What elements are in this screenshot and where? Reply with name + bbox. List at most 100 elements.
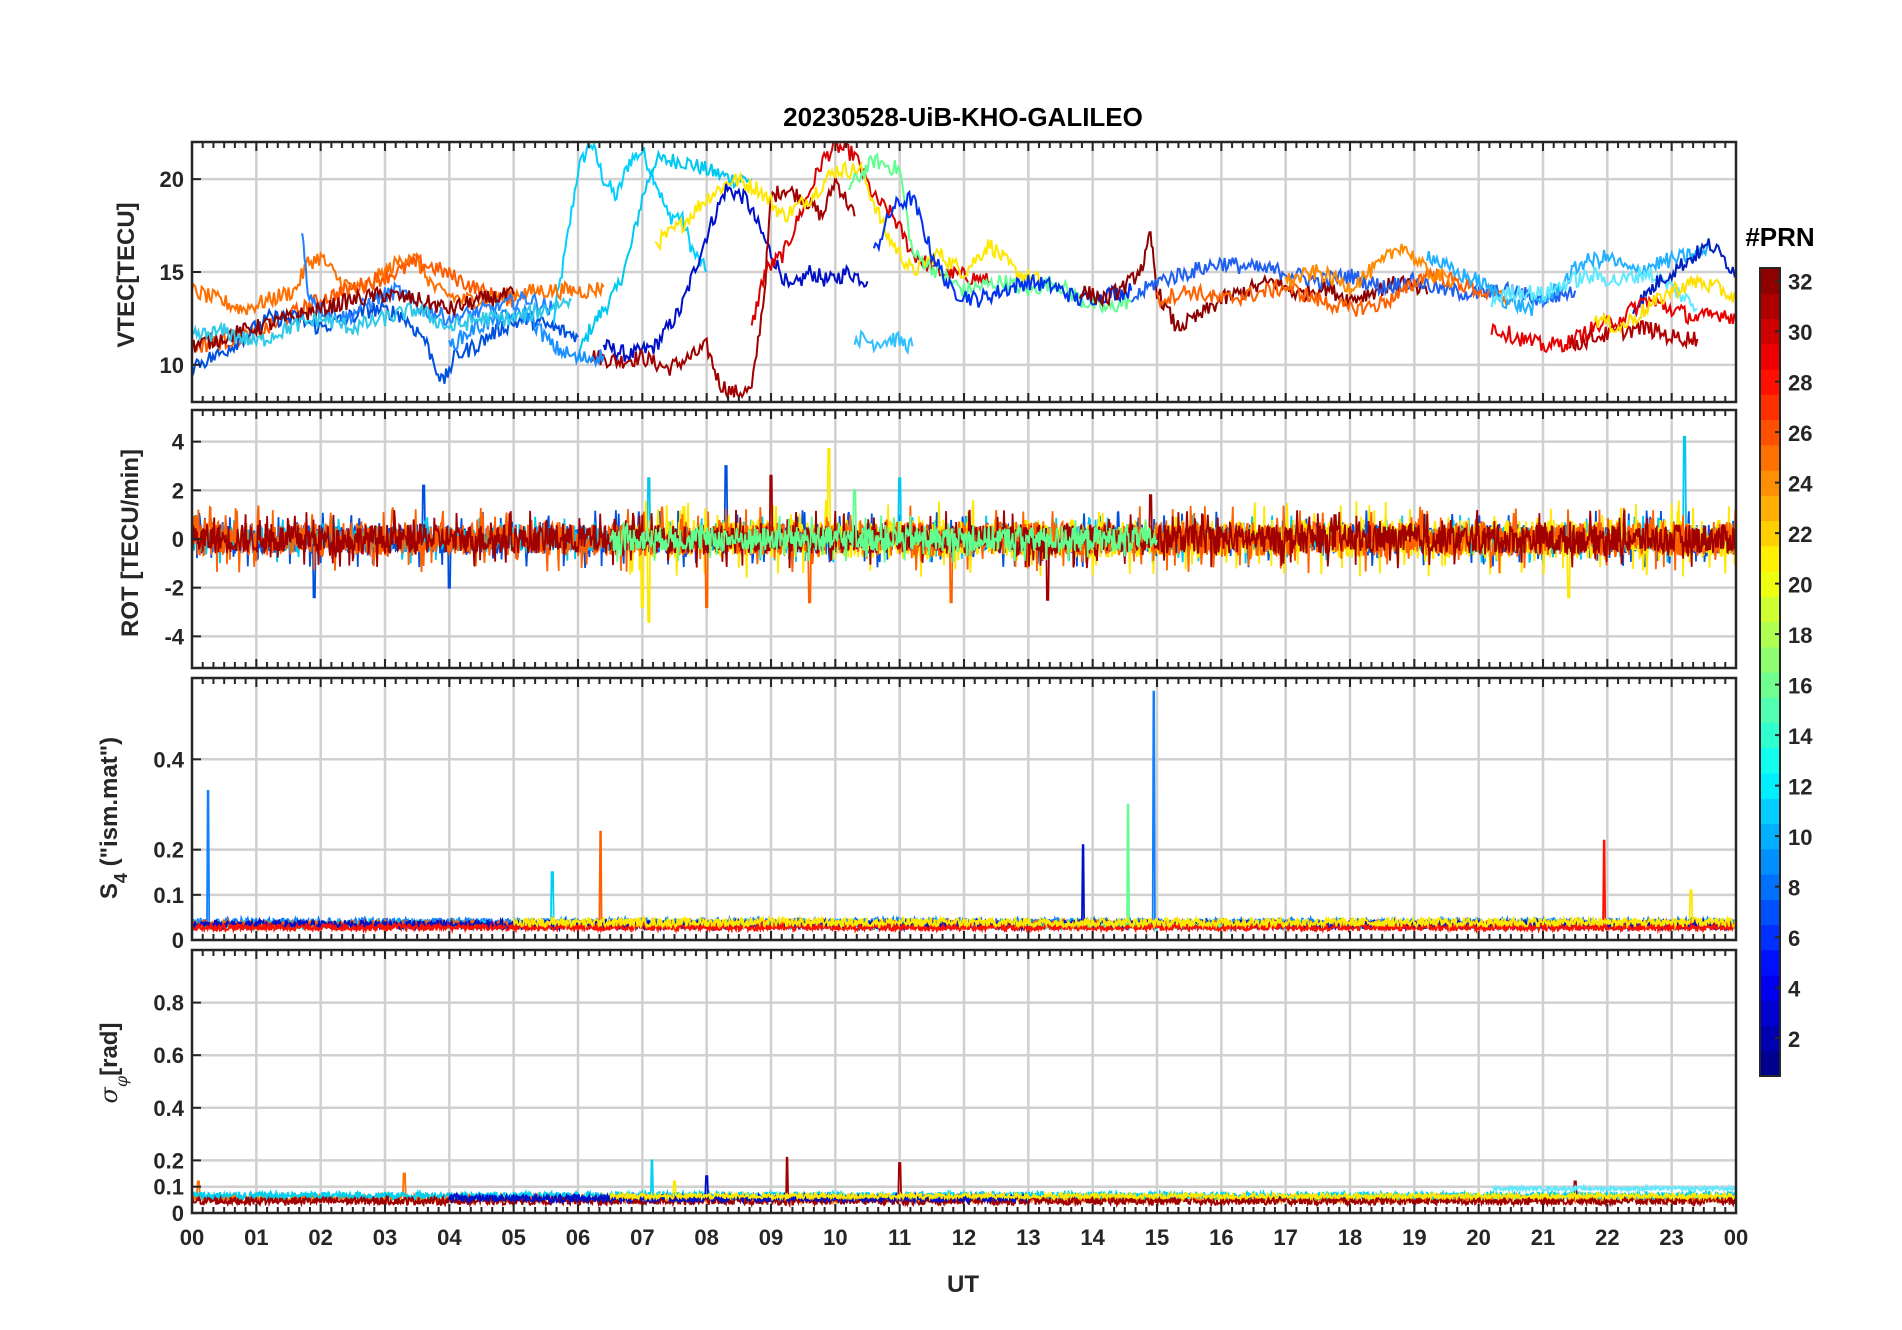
- s4-y-tick-label: 0.2: [153, 838, 184, 863]
- colorbar-level: [1760, 949, 1780, 976]
- x-tick-label: 23: [1659, 1225, 1683, 1250]
- s4-series: [192, 690, 1736, 935]
- colorbar-level: [1760, 545, 1780, 572]
- colorbar-tick-label: 8: [1788, 876, 1800, 901]
- sigma-series: [192, 1156, 1736, 1209]
- x-tick-label: 18: [1338, 1225, 1362, 1250]
- figure-title: 20230528-UiB-KHO-GALILEO: [783, 102, 1143, 132]
- vtec-line-18: [1156, 266, 1512, 317]
- colorbar-level: [1760, 596, 1780, 623]
- colorbar-tick-label: 4: [1788, 977, 1801, 1002]
- colorbar-level: [1760, 470, 1780, 496]
- colorbar-tick-label: 6: [1788, 926, 1800, 951]
- s4-panel: 0 0.1 0.2 0.4: [153, 676, 1738, 953]
- vtec-x-minor-ticks: [191, 142, 1737, 402]
- colorbar-level: [1760, 697, 1780, 724]
- x-tick-label: 07: [630, 1225, 654, 1250]
- colorbar-level: [1760, 1000, 1780, 1027]
- colorbar-level: [1760, 369, 1780, 395]
- vtec-line-15: [192, 296, 573, 348]
- colorbar-level: [1760, 444, 1780, 471]
- vtec-series: [192, 142, 1736, 402]
- vtec-line-5: [654, 160, 1043, 287]
- x-tick-label: 03: [373, 1225, 397, 1250]
- colorbar-tick-label: 30: [1788, 320, 1812, 345]
- sigma-y-tick-label: 0.8: [153, 991, 184, 1016]
- x-tick-label: 14: [1080, 1225, 1105, 1250]
- vtec-line-6: [847, 152, 1132, 315]
- sigma-grid: [192, 950, 1736, 1215]
- x-tick-label: 12: [952, 1225, 976, 1250]
- rot-y-tick-label: 4: [172, 430, 185, 455]
- vtec-line-4: [750, 142, 991, 326]
- vtec-line-1: [577, 149, 753, 361]
- colorbar-level: [1760, 293, 1780, 320]
- colorbar-tick-label: 14: [1788, 724, 1813, 749]
- colorbar-level: [1760, 419, 1780, 446]
- x-tick-label: 05: [501, 1225, 525, 1250]
- colorbar-level: [1760, 823, 1780, 850]
- vtec-line-16: [1078, 231, 1429, 332]
- x-tick-label: 09: [759, 1225, 783, 1250]
- colorbar-tick-label: 10: [1788, 825, 1812, 850]
- vtec-y-tick-label: 15: [160, 260, 184, 285]
- colorbar-tick-label: 12: [1788, 775, 1812, 800]
- vtec-line-20: [1426, 239, 1712, 317]
- rot-y-tick-label: -2: [164, 576, 184, 601]
- x-tick-label: 13: [1016, 1225, 1040, 1250]
- vtec-line-25: [1593, 273, 1736, 335]
- vtec-y-tick-label: 10: [160, 353, 184, 378]
- colorbar-level: [1760, 268, 1780, 294]
- x-tick-label: 04: [437, 1225, 462, 1250]
- colorbar-tick-label: 28: [1788, 371, 1812, 396]
- sigma-phi-panel: 00.10.2 0.4 0.6 0.8: [153, 948, 1738, 1226]
- vtec-y-tick-label: 20: [160, 167, 184, 192]
- rot-series: [192, 435, 1736, 623]
- colorbar-level: [1760, 672, 1780, 698]
- x-tick-label: 00: [1724, 1225, 1748, 1250]
- colorbar-level: [1760, 318, 1780, 345]
- colorbar-level: [1760, 874, 1780, 900]
- colorbar-tick-label: 2: [1788, 1027, 1800, 1052]
- colorbar-level: [1760, 646, 1780, 673]
- sigma-x-minor-ticks: [191, 950, 1737, 1213]
- s4-x-minor-ticks: [191, 678, 1737, 940]
- x-tick-label: 22: [1595, 1225, 1619, 1250]
- colorbar-level: [1760, 621, 1780, 648]
- vtec-line-14: [192, 285, 515, 353]
- colorbar-tick-label: 20: [1788, 573, 1812, 598]
- x-tick-label: 20: [1466, 1225, 1490, 1250]
- x-tick-label: 15: [1145, 1225, 1169, 1250]
- colorbar-tick-label: 24: [1788, 472, 1813, 497]
- x-tick-label: 11: [888, 1225, 911, 1250]
- x-tick-label: 10: [823, 1225, 847, 1250]
- vtec-line-23: [1490, 295, 1736, 354]
- x-tick-label: 01: [244, 1225, 268, 1250]
- x-tick-label: 08: [694, 1225, 718, 1250]
- vtec-ylabel: VTEC[TECU]: [113, 202, 140, 347]
- x-tick-label: 06: [566, 1225, 590, 1250]
- rot-panel: -4 -2 0 2 4: [164, 408, 1738, 670]
- colorbar-level: [1760, 747, 1780, 774]
- colorbar-level: [1760, 773, 1780, 799]
- s4-y-tick-label: 0.1: [153, 883, 184, 908]
- vtec-line-22: [1632, 238, 1736, 318]
- sigma-phi-ylabel: σφ[rad]: [95, 1023, 131, 1104]
- colorbar-level: [1760, 975, 1780, 1001]
- s4-ylabel: S4 ("ism.mat"): [96, 737, 131, 899]
- colorbar-title: #PRN: [1745, 222, 1814, 252]
- sigma-y-tick-label: 0.1: [153, 1175, 184, 1200]
- rot-y-tick-label: 0: [172, 527, 184, 552]
- vtec-line-2: [602, 183, 869, 362]
- x-tick-labels: 00 01 02 03 04 05 06 07 08 09 10 11 12 13 14 15 16 17 18 19…: [180, 1225, 1748, 1250]
- s4-line-4: [1027, 803, 1223, 931]
- colorbar-tick-label: 32: [1788, 270, 1812, 295]
- vtec-line-0: [551, 142, 708, 326]
- rot-line-5: [609, 489, 1158, 563]
- vtec-panel: 10 15 20: [160, 140, 1738, 404]
- x-tick-label: 00: [180, 1225, 204, 1250]
- rot-y-tick-label: 2: [172, 478, 184, 503]
- s4-y-tick-label: 0.4: [153, 747, 184, 772]
- vtec-line-8: [853, 329, 914, 356]
- rot-ylabel: ROT [TECU/min]: [117, 449, 144, 637]
